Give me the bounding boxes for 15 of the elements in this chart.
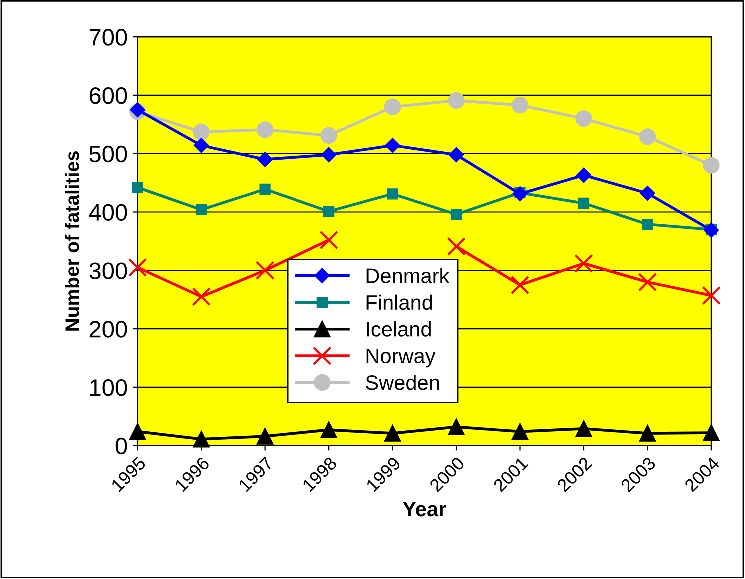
y-tick-label: 500 xyxy=(90,146,128,163)
y-tick-label: 400 xyxy=(89,204,128,222)
y-tick-label: 100 xyxy=(90,380,128,396)
legend-label: Denmark xyxy=(366,268,450,284)
y-axis-title: Number of fatalities xyxy=(65,151,80,331)
legend-label: Norway xyxy=(366,349,436,368)
y-tick-label: 700 xyxy=(90,29,128,46)
y-tick-label: 0 xyxy=(116,438,128,455)
legend-label: Finland xyxy=(366,294,432,310)
x-axis-title: Year xyxy=(402,502,446,517)
y-tick-label: 600 xyxy=(90,88,128,104)
legend-label: Iceland xyxy=(367,322,431,337)
y-tick-label: 300 xyxy=(90,262,128,280)
y-tick-label: 200 xyxy=(90,321,128,338)
legend-label: Sweden xyxy=(366,374,440,390)
